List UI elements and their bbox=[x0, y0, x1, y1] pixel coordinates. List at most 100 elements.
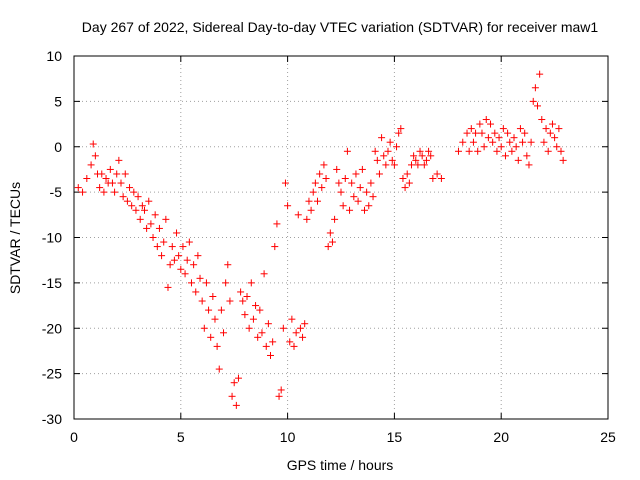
data-point bbox=[367, 179, 375, 187]
data-point bbox=[369, 193, 377, 201]
data-point bbox=[371, 147, 379, 155]
data-point bbox=[258, 329, 266, 337]
data-point bbox=[341, 175, 349, 183]
data-point bbox=[239, 297, 247, 305]
data-point bbox=[145, 197, 153, 205]
data-point bbox=[318, 184, 326, 192]
data-point bbox=[275, 392, 283, 400]
data-point bbox=[194, 252, 202, 260]
data-point bbox=[514, 156, 522, 164]
data-point bbox=[209, 292, 217, 300]
data-point bbox=[277, 386, 285, 394]
data-point bbox=[205, 306, 213, 314]
data-point bbox=[166, 261, 174, 269]
data-point bbox=[551, 134, 559, 142]
data-point bbox=[555, 125, 563, 133]
x-tick-label: 25 bbox=[600, 429, 616, 445]
data-point bbox=[155, 224, 163, 232]
data-point bbox=[170, 256, 178, 264]
data-point bbox=[403, 170, 411, 178]
data-point bbox=[331, 215, 339, 223]
data-point bbox=[215, 365, 223, 373]
data-point bbox=[491, 129, 499, 137]
y-axis-label: SDTVAR / TECUs bbox=[7, 182, 23, 294]
data-point bbox=[534, 102, 542, 110]
data-point bbox=[121, 170, 129, 178]
data-point bbox=[407, 161, 415, 169]
data-point bbox=[296, 324, 304, 332]
data-point bbox=[305, 197, 313, 205]
data-point bbox=[143, 224, 151, 232]
data-point bbox=[190, 261, 198, 269]
data-point bbox=[546, 129, 554, 137]
data-point bbox=[529, 97, 537, 105]
data-point bbox=[234, 374, 242, 382]
data-point bbox=[559, 156, 567, 164]
data-point bbox=[467, 125, 475, 133]
data-point bbox=[354, 197, 362, 205]
data-point bbox=[326, 229, 334, 237]
data-point bbox=[264, 320, 272, 328]
data-point bbox=[316, 170, 324, 178]
data-point bbox=[433, 170, 441, 178]
data-point bbox=[185, 238, 193, 246]
data-point bbox=[168, 243, 176, 251]
data-point bbox=[138, 202, 146, 210]
data-point bbox=[352, 170, 360, 178]
data-point bbox=[284, 202, 292, 210]
data-point bbox=[527, 138, 535, 146]
data-point bbox=[198, 297, 206, 305]
data-point bbox=[553, 143, 561, 151]
x-axis-label: GPS time / hours bbox=[287, 457, 394, 473]
y-tick-label: 5 bbox=[54, 93, 62, 109]
data-point bbox=[74, 184, 82, 192]
data-point bbox=[337, 188, 345, 196]
data-point bbox=[358, 165, 366, 173]
data-point bbox=[375, 170, 383, 178]
data-point bbox=[286, 338, 294, 346]
data-point bbox=[299, 333, 307, 341]
data-point bbox=[343, 147, 351, 155]
data-series-sdtvar bbox=[74, 70, 567, 409]
data-point bbox=[123, 197, 131, 205]
data-point bbox=[196, 274, 204, 282]
data-point bbox=[463, 129, 471, 137]
data-point bbox=[346, 206, 354, 214]
data-point bbox=[363, 188, 371, 196]
data-point bbox=[211, 315, 219, 323]
data-point bbox=[151, 211, 159, 219]
data-point bbox=[243, 292, 251, 300]
data-point bbox=[273, 220, 281, 228]
data-point bbox=[162, 215, 170, 223]
data-point bbox=[429, 175, 437, 183]
x-tick-label: 0 bbox=[70, 429, 78, 445]
data-point bbox=[416, 147, 424, 155]
data-point bbox=[397, 125, 405, 133]
data-point bbox=[79, 188, 87, 196]
data-point bbox=[177, 265, 185, 273]
data-point bbox=[96, 184, 104, 192]
data-point bbox=[320, 161, 328, 169]
x-tick-label: 15 bbox=[387, 429, 403, 445]
data-point bbox=[173, 229, 181, 237]
data-point bbox=[303, 215, 311, 223]
data-point bbox=[115, 156, 123, 164]
data-point bbox=[202, 279, 210, 287]
data-point bbox=[213, 342, 221, 350]
data-point bbox=[384, 147, 392, 155]
data-point bbox=[373, 156, 381, 164]
data-point bbox=[425, 147, 433, 155]
data-point bbox=[540, 138, 548, 146]
data-point bbox=[531, 84, 539, 92]
data-point bbox=[175, 252, 183, 260]
data-point bbox=[472, 129, 480, 137]
data-point bbox=[412, 156, 420, 164]
data-point bbox=[459, 138, 467, 146]
data-point bbox=[497, 143, 505, 151]
data-point bbox=[269, 338, 277, 346]
data-point bbox=[393, 143, 401, 151]
y-tick-label: -15 bbox=[42, 275, 62, 291]
y-tick-label: -10 bbox=[42, 230, 62, 246]
data-point bbox=[333, 165, 341, 173]
